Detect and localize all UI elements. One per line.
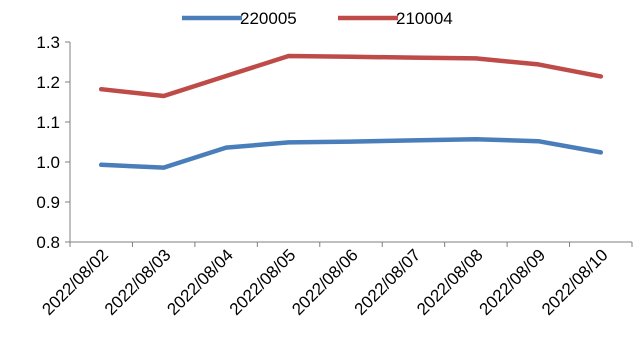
data-point-210004 [411, 55, 416, 60]
x-tick-label: 2022/08/02 [38, 245, 112, 319]
x-axis: 2022/08/022022/08/032022/08/042022/08/05… [38, 241, 633, 319]
y-tick-label: 1.3 [36, 33, 60, 52]
y-tick-label: 0.8 [36, 233, 60, 252]
x-tick-label: 2022/08/06 [288, 245, 362, 319]
legend-label-220005: 220005 [240, 9, 297, 28]
data-point-220005 [286, 140, 291, 145]
x-tick-label: 2022/08/05 [226, 245, 300, 319]
data-point-210004 [161, 94, 166, 98]
x-tick-label: 2022/08/03 [101, 245, 175, 319]
data-point-220005 [411, 138, 416, 143]
data-point-210004 [99, 87, 104, 92]
x-tick-label: 2022/08/04 [163, 245, 237, 319]
data-point-210004 [349, 54, 353, 59]
data-point-210004 [536, 62, 541, 67]
legend: 220005 210004 [182, 9, 453, 28]
data-point-210004 [224, 74, 229, 78]
data-point-210004 [286, 54, 291, 58]
x-tick-label: 2022/08/08 [413, 245, 487, 319]
series-layer [98, 53, 604, 170]
data-point-220005 [536, 139, 541, 144]
data-point-220005 [349, 139, 353, 144]
y-tick-label: 1.1 [36, 113, 60, 132]
y-tick-label: 1.0 [36, 153, 60, 172]
data-point-210004 [473, 56, 478, 61]
x-tick-label: 2022/08/09 [476, 245, 550, 319]
data-point-220005 [161, 165, 166, 170]
data-point-210004 [598, 74, 603, 79]
series-line-210004 [98, 53, 604, 99]
legend-label-210004: 210004 [396, 9, 453, 28]
data-point-220005 [598, 150, 603, 155]
x-tick-label: 2022/08/10 [538, 245, 612, 319]
y-tick-label: 0.9 [36, 193, 60, 212]
y-axis: 0.8 0.9 1.0 1.1 1.2 1.3 [36, 33, 71, 252]
y-tick-label: 1.2 [36, 73, 60, 92]
x-tick-label: 2022/08/07 [351, 245, 425, 319]
data-point-220005 [224, 145, 229, 150]
data-point-220005 [99, 162, 104, 167]
data-point-220005 [473, 137, 478, 142]
